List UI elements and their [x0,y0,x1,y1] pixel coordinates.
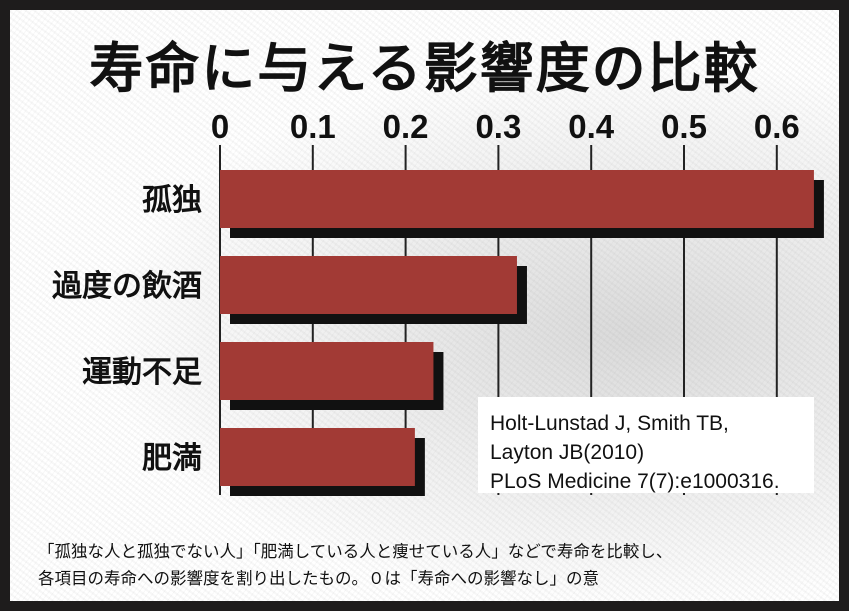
category-label: 過度の飲酒 [52,269,202,304]
bar [220,428,415,486]
x-tick-label: 0.3 [475,108,521,145]
x-tick-label: 0.4 [568,108,615,145]
footnote: 「孤独な人と孤独でない人」「肥満している人と痩せている人」などで寿命を比較し、 … [38,538,828,592]
bar [220,170,814,228]
category-label: 運動不足 [82,355,202,390]
x-tick-label: 0.1 [290,108,336,145]
source-line: PLoS Medicine 7(7):e1000316. [490,470,780,493]
source-citation: Holt-Lunstad J, Smith TB, Layton JB(2010… [478,397,814,493]
bar [220,256,517,314]
category-label: 孤独 [142,183,202,218]
source-line: Layton JB(2010) [490,441,645,464]
category-label: 肥満 [142,441,202,476]
x-tick-label: 0.6 [754,108,800,145]
x-tick-label: 0.2 [383,108,429,145]
x-tick-label: 0.5 [661,108,707,145]
chart-panel: 寿命に与える影響度の比較 0 0.1 0.2 0.3 0.4 0.5 0.6 孤独過度の飲酒… [10,10,839,601]
x-tick-labels: 0 0.1 0.2 0.3 0.4 0.5 0.6 [211,108,800,145]
chart-title: 寿命に与える影響度の比較 [89,36,760,100]
footnote-line: 各項目の寿命への影響度を割り出したもの。０は「寿命への影響なし」の意 [38,569,599,588]
footnote-line: 「孤独な人と孤独でない人」「肥満している人と痩せている人」などで寿命を比較し、 [38,542,673,561]
source-line: Holt-Lunstad J, Smith TB, [490,412,729,435]
bar [220,342,434,400]
bars [220,170,824,496]
x-tick-label: 0 [211,108,229,145]
